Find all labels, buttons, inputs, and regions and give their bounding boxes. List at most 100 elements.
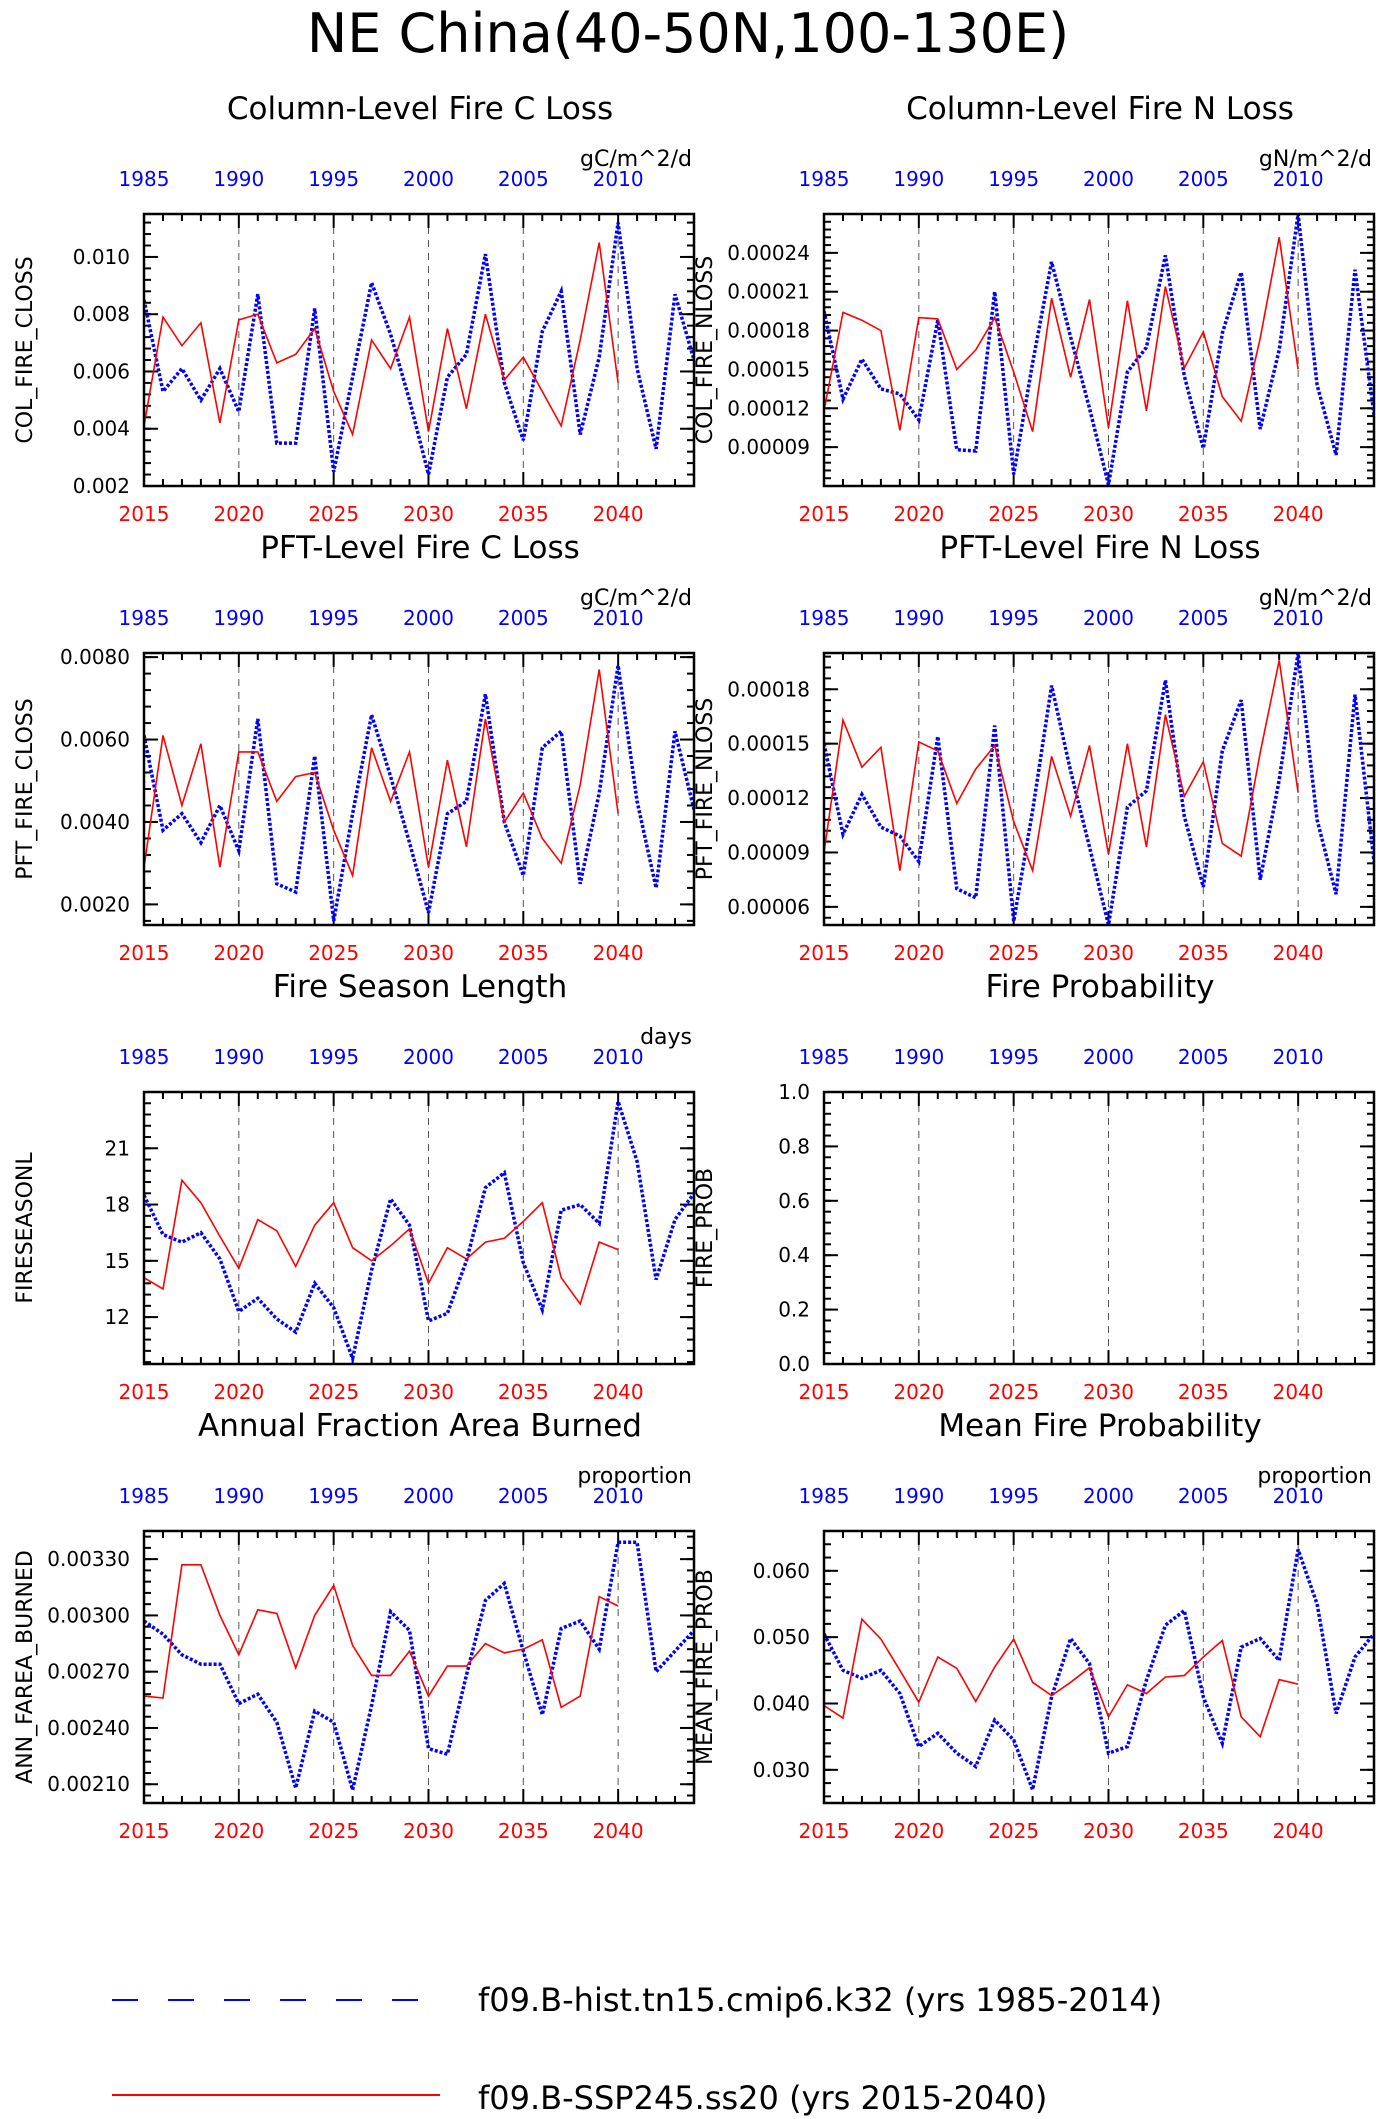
x-bottom-tick-label: 2030 xyxy=(1083,1380,1134,1404)
x-top-tick-label: 1995 xyxy=(308,1045,359,1069)
x-top-tick-label: 1995 xyxy=(308,1484,359,1508)
panel-title: Column-Level Fire C Loss xyxy=(227,91,613,127)
x-top-tick-label: 2000 xyxy=(1083,167,1134,191)
panel-4: PFT-Level Fire N Loss gN/m^2/d 2015 1985 202… xyxy=(693,530,1376,965)
x-top-tick-label: 2000 xyxy=(403,167,454,191)
panel-8: Mean Fire Probability proportion 2015 1985 2… xyxy=(693,1408,1376,1843)
panel-title: PFT-Level Fire N Loss xyxy=(939,530,1260,566)
x-top-tick-label: 1990 xyxy=(213,1484,264,1508)
x-top-tick-label: 2010 xyxy=(1273,606,1324,630)
y-tick-label: 0.00009 xyxy=(727,840,810,864)
panel-title: Fire Probability xyxy=(985,969,1214,1005)
series-ssp-line xyxy=(824,660,1299,874)
y-tick-label: 15 xyxy=(105,1249,130,1273)
y-tick-label: 0.6 xyxy=(778,1189,810,1213)
x-bottom-tick-label: 2020 xyxy=(213,1819,264,1843)
x-bottom-tick-label: 2040 xyxy=(593,1380,644,1404)
y-tick-label: 0.00024 xyxy=(727,241,810,265)
legend-hist-label: f09.B-hist.tn15.cmip6.k32 (yrs 1985-2014… xyxy=(478,1981,1162,2019)
y-tick-label: 0.2 xyxy=(778,1298,810,1322)
plot-frame xyxy=(142,1529,696,1805)
x-bottom-tick-label: 2030 xyxy=(1083,941,1134,965)
x-bottom-tick-label: 2025 xyxy=(308,502,359,526)
x-bottom-tick-label: 2035 xyxy=(498,1819,549,1843)
x-bottom-tick-label: 2015 xyxy=(119,941,170,965)
y-tick-label: 0.0040 xyxy=(60,810,130,834)
y-tick-label: 18 xyxy=(105,1193,130,1217)
x-bottom-tick-label: 2035 xyxy=(498,1380,549,1404)
x-bottom-tick-label: 2040 xyxy=(1273,941,1324,965)
y-tick-label: 0.0 xyxy=(778,1352,810,1376)
x-top-tick-label: 2005 xyxy=(498,1045,549,1069)
x-top-tick-label: 1985 xyxy=(799,167,850,191)
panel-title: PFT-Level Fire C Loss xyxy=(260,530,580,566)
panel-title: Mean Fire Probability xyxy=(938,1408,1261,1444)
x-bottom-tick-label: 2035 xyxy=(1178,1819,1229,1843)
x-top-tick-label: 1990 xyxy=(213,167,264,191)
y-tick-label: 0.010 xyxy=(73,245,130,269)
x-top-tick-label: 1995 xyxy=(988,606,1039,630)
x-bottom-tick-label: 2030 xyxy=(1083,1819,1134,1843)
plot-frame xyxy=(142,1090,696,1366)
x-bottom-tick-label: 2035 xyxy=(498,941,549,965)
x-top-tick-label: 2010 xyxy=(593,167,644,191)
y-axis-label: FIRE_PROB xyxy=(693,1168,718,1288)
y-tick-label: 0.008 xyxy=(73,302,130,326)
y-axis-label: PFT_FIRE_NLOSS xyxy=(693,698,718,880)
x-bottom-tick-label: 2040 xyxy=(593,1819,644,1843)
series-hist-line xyxy=(824,214,1374,486)
x-bottom-tick-label: 2025 xyxy=(988,1819,1039,1843)
x-top-tick-label: 1990 xyxy=(213,606,264,630)
y-tick-label: 0.00300 xyxy=(47,1603,130,1627)
x-top-tick-label: 2000 xyxy=(1083,1484,1134,1508)
x-top-tick-label: 1985 xyxy=(119,167,170,191)
x-bottom-tick-label: 2040 xyxy=(593,941,644,965)
units-label: days xyxy=(640,1025,692,1050)
series-hist-line xyxy=(824,1549,1374,1796)
y-tick-label: 0.006 xyxy=(73,359,130,383)
series-hist-line xyxy=(144,222,694,475)
x-bottom-tick-label: 2015 xyxy=(799,941,850,965)
x-bottom-tick-label: 2025 xyxy=(988,941,1039,965)
y-tick-label: 0.00021 xyxy=(727,280,810,304)
x-bottom-tick-label: 2035 xyxy=(1178,941,1229,965)
x-top-tick-label: 1995 xyxy=(988,167,1039,191)
x-top-tick-label: 2005 xyxy=(1178,167,1229,191)
y-tick-label: 0.002 xyxy=(73,474,130,498)
x-top-tick-label: 2005 xyxy=(1178,1045,1229,1069)
y-tick-label: 0.00330 xyxy=(47,1547,130,1571)
x-bottom-tick-label: 2030 xyxy=(1083,502,1134,526)
x-bottom-tick-label: 2015 xyxy=(799,1380,850,1404)
x-bottom-tick-label: 2025 xyxy=(308,941,359,965)
panel-title: Annual Fraction Area Burned xyxy=(198,1408,642,1444)
y-axis-label: COL_FIRE_CLOSS xyxy=(13,256,38,443)
x-bottom-tick-label: 2015 xyxy=(119,1819,170,1843)
panel-7: Annual Fraction Area Burnedproportion201… xyxy=(13,1408,696,1843)
x-top-tick-label: 1995 xyxy=(308,167,359,191)
y-axis-label: ANN_FAREA_BURNED xyxy=(13,1550,38,1784)
x-bottom-tick-label: 2040 xyxy=(1273,1380,1324,1404)
y-tick-label: 0.0080 xyxy=(60,645,130,669)
units-label: gC/m^2/d xyxy=(580,147,692,172)
x-bottom-tick-label: 2040 xyxy=(1273,1819,1324,1843)
y-tick-label: 0.00012 xyxy=(727,786,810,810)
x-bottom-tick-label: 2025 xyxy=(988,1380,1039,1404)
x-bottom-tick-label: 2040 xyxy=(593,502,644,526)
x-top-tick-label: 2005 xyxy=(498,1484,549,1508)
y-tick-label: 0.0060 xyxy=(60,728,130,752)
x-bottom-tick-label: 2020 xyxy=(893,502,944,526)
x-top-tick-label: 2005 xyxy=(498,606,549,630)
x-bottom-tick-label: 2025 xyxy=(308,1819,359,1843)
x-bottom-tick-label: 2020 xyxy=(893,941,944,965)
series-ssp-line xyxy=(144,669,619,879)
legend: f09.B-hist.tn15.cmip6.k32 (yrs 1985-2014… xyxy=(112,1981,1162,2117)
series-ssp-line xyxy=(144,242,619,438)
x-bottom-tick-label: 2025 xyxy=(308,1380,359,1404)
x-top-tick-label: 2010 xyxy=(1273,1045,1324,1069)
x-top-tick-label: 2010 xyxy=(593,1045,644,1069)
x-top-tick-label: 2000 xyxy=(1083,1045,1134,1069)
x-bottom-tick-label: 2020 xyxy=(213,1380,264,1404)
x-top-tick-label: 2000 xyxy=(403,606,454,630)
